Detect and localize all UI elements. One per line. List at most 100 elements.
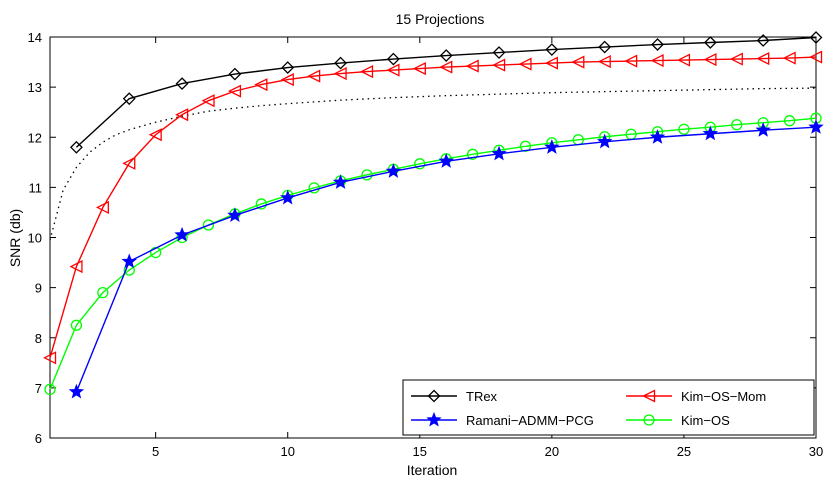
star-marker [491,145,507,161]
triangle-left-marker [386,63,400,77]
y-tick-label: 11 [29,180,43,195]
star-marker [755,122,771,137]
triangle-left-marker [624,54,638,68]
y-tick-label: 7 [35,381,42,396]
circle-marker [308,182,320,194]
triangle-left-marker [756,52,770,66]
star-marker [280,189,296,205]
y-tick-label: 9 [35,281,42,296]
legend: TRex Kim−OS−Mom Ramani−ADMM−PCG Kim−OS [402,379,815,436]
triangle-left-marker [175,108,189,122]
circle-marker [70,319,83,331]
diamond-marker [175,77,189,91]
triangle-left-marker [201,94,215,108]
y-tick-label: 8 [35,331,42,346]
series-line [75,36,817,148]
circle-marker [44,383,56,396]
circle-marker [97,286,109,299]
diamond-marker [427,389,441,403]
y-axis-label: SNR (db) [7,209,23,267]
x-tick-label: 5 [152,444,159,459]
x-tick-label: 30 [809,444,823,459]
y-tick-label: 13 [28,80,42,95]
x-tick-label: 15 [413,444,427,459]
y-tick-label: 12 [28,130,42,145]
diamond-marker [756,34,770,47]
star-marker [174,226,190,242]
triangle-left-marker [642,389,656,403]
triangle-left-marker [122,156,136,170]
plot-area-frame [49,36,817,439]
star-marker [332,174,349,189]
legend-label: Kim−OS [681,413,730,428]
axis-ticks: 5 10 15 20 25 30 6 7 8 9 10 11 12 13 14 [28,30,824,459]
y-tick-label: 6 [35,431,42,446]
circle-marker [678,123,690,135]
x-tick-label: 20 [545,444,559,459]
series-kim-os [44,112,822,396]
star-marker [68,383,85,399]
triangle-left-marker [571,55,585,69]
triangle-left-marker [148,128,162,142]
triangle-left-marker [227,84,242,98]
triangle-left-marker [69,260,83,274]
diamond-marker [598,40,612,54]
y-tick-label: 14 [28,30,42,45]
x-axis-label: Iteration [407,462,458,478]
triangle-left-marker [597,55,611,69]
triangle-left-marker [254,78,268,92]
series-line [75,126,817,393]
diamond-marker [228,67,242,81]
diamond-marker [492,46,506,59]
triangle-left-marker [809,50,823,64]
triangle-left-marker [280,73,294,87]
legend-label: Ramani−ADMM−PCG [466,413,594,428]
legend-entry: Kim−OS−Mom [626,389,766,404]
circle-marker [519,140,532,152]
legend-entry: Ramani−ADMM−PCG [411,411,594,428]
series-line [49,117,817,390]
triangle-left-marker [360,65,374,79]
circle-marker [361,169,373,181]
diamond-marker [439,49,453,62]
series-group [43,31,824,399]
star-marker [227,207,243,223]
triangle-left-marker [544,56,559,70]
series-line [49,56,817,358]
circle-marker [414,158,426,170]
triangle-left-marker [492,58,506,72]
star-marker [702,125,719,141]
star-marker [544,139,560,154]
triangle-left-marker [307,69,321,83]
triangle-left-marker [676,53,691,67]
legend-entry: TRex [411,389,498,404]
star-marker [649,129,666,144]
series-ramani-admm-pcg [68,119,824,399]
star-marker [385,163,402,178]
y-tick-label: 10 [28,231,42,246]
circle-marker [123,264,135,276]
chart-title: 15 Projections [396,11,485,27]
x-tick-label: 25 [677,444,691,459]
legend-box [402,379,815,436]
triangle-left-marker [703,53,717,67]
legend-entry: Kim−OS [626,413,730,428]
triangle-left-marker [465,59,479,73]
circle-marker [255,198,267,210]
diamond-marker [651,38,664,51]
circle-marker [731,119,743,131]
diamond-marker [281,61,295,74]
triangle-left-marker [43,351,57,365]
x-tick-label: 10 [280,444,294,459]
triangle-left-marker [95,200,109,214]
star-marker [808,119,824,134]
legend-label: TRex [466,389,498,404]
triangle-left-marker [333,67,347,81]
diamond-marker [703,36,717,49]
diamond-marker [122,92,136,106]
diamond-marker [809,31,823,44]
diamond-marker [334,56,347,70]
triangle-left-marker [650,54,664,68]
triangle-left-marker [412,62,426,76]
